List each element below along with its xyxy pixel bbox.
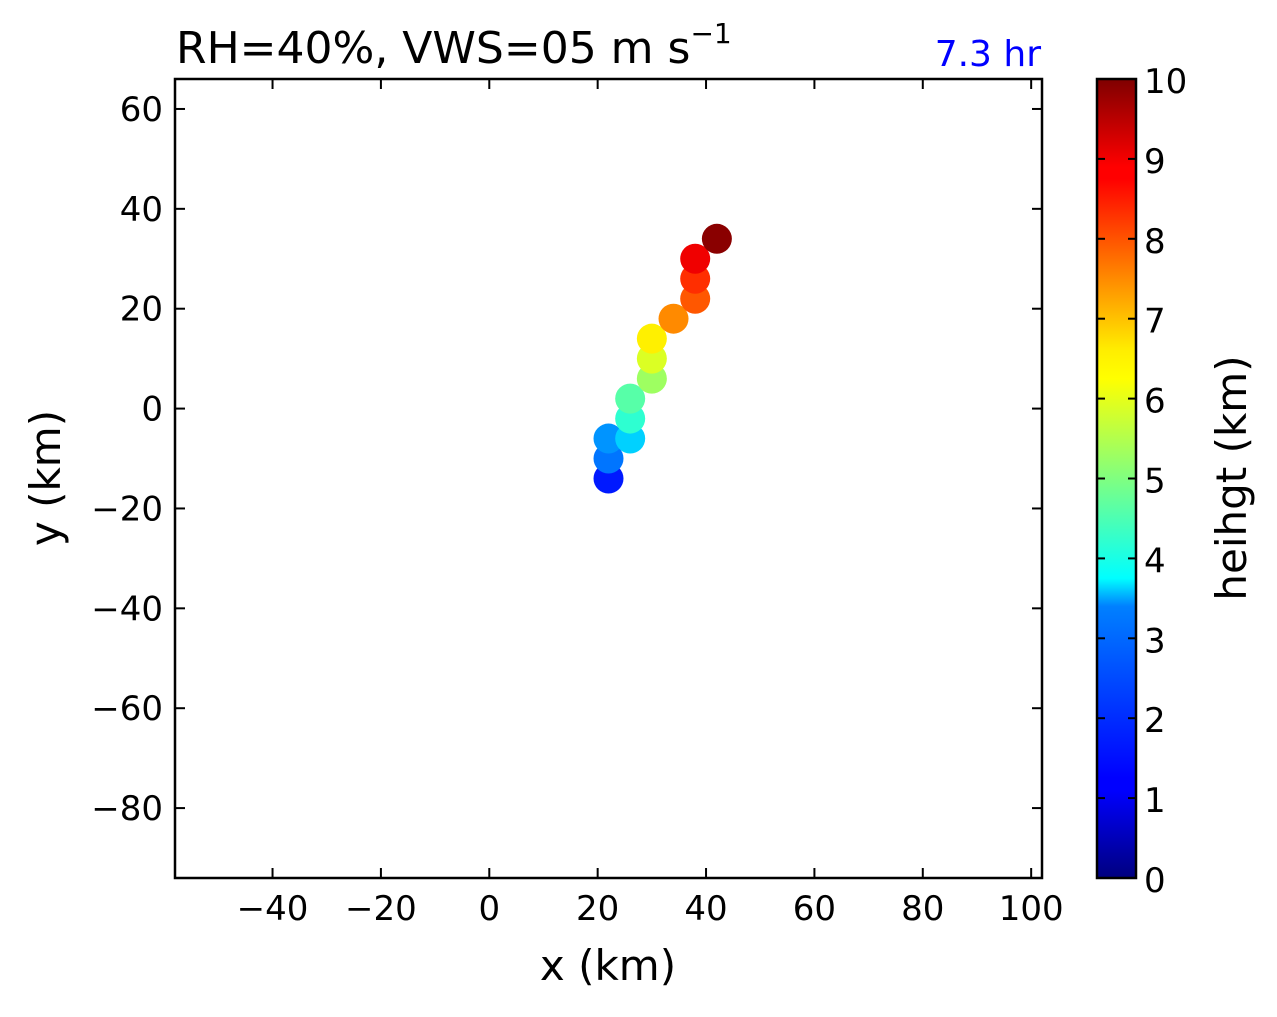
colorbar-label: heihgt (km) (1207, 355, 1256, 600)
data-point (680, 243, 711, 274)
chart-title-main: RH=40%, VWS=05 m s (176, 23, 690, 74)
scatter-points (593, 223, 732, 494)
colorbar-tick-label: 0 (1144, 861, 1166, 901)
colorbar-tick-label: 9 (1144, 142, 1166, 182)
x-tick-label: 100 (999, 889, 1064, 929)
y-tick-label: −20 (91, 489, 163, 529)
y-tick-label: −60 (91, 689, 163, 729)
colorbar-tick-label: 5 (1144, 462, 1166, 502)
x-tick-label: 80 (901, 889, 944, 929)
y-tick-label: 40 (120, 190, 163, 230)
data-point (593, 423, 624, 454)
y-axis: 60 40 20 0 −20 −40 −60 −80 (91, 90, 1042, 829)
colorbar-ticks: 0 1 2 3 4 5 6 7 8 9 10 (1097, 62, 1187, 901)
y-tick-label: 0 (141, 390, 163, 430)
x-tick-label: 40 (684, 889, 727, 929)
y-tick-label: −80 (91, 789, 163, 829)
data-point (636, 323, 667, 354)
colorbar-tick-label: 6 (1144, 382, 1166, 422)
data-point (701, 223, 732, 254)
x-axis-label: x (km) (540, 941, 676, 990)
colorbar-tick-label: 2 (1144, 701, 1166, 741)
data-point (658, 303, 689, 334)
chart-title: RH=40%, VWS=05 m s−1 (176, 17, 732, 74)
x-tick-label: 20 (576, 889, 619, 929)
time-annotation: 7.3 hr (935, 34, 1042, 75)
y-tick-label: 20 (120, 290, 163, 330)
x-tick-label: 0 (478, 889, 500, 929)
y-axis-label: y (km) (21, 410, 70, 546)
y-tick-label: 60 (120, 90, 163, 130)
data-point (615, 383, 646, 414)
colorbar-tick-label: 3 (1144, 621, 1166, 661)
y-tick-label: −40 (91, 589, 163, 629)
colorbar-tick-label: 7 (1144, 302, 1166, 342)
x-axis: −40 −20 0 20 40 60 80 100 (237, 79, 1064, 929)
x-tick-label: −40 (237, 889, 309, 929)
colorbar-tick-label: 1 (1144, 781, 1166, 821)
colorbar-tick-label: 4 (1144, 541, 1166, 581)
colorbar-tick-label: 8 (1144, 222, 1166, 262)
colorbar-tick-label: 10 (1144, 62, 1187, 102)
chart-title-superscript: −1 (690, 17, 731, 50)
x-tick-label: 60 (793, 889, 836, 929)
x-tick-label: −20 (345, 889, 417, 929)
